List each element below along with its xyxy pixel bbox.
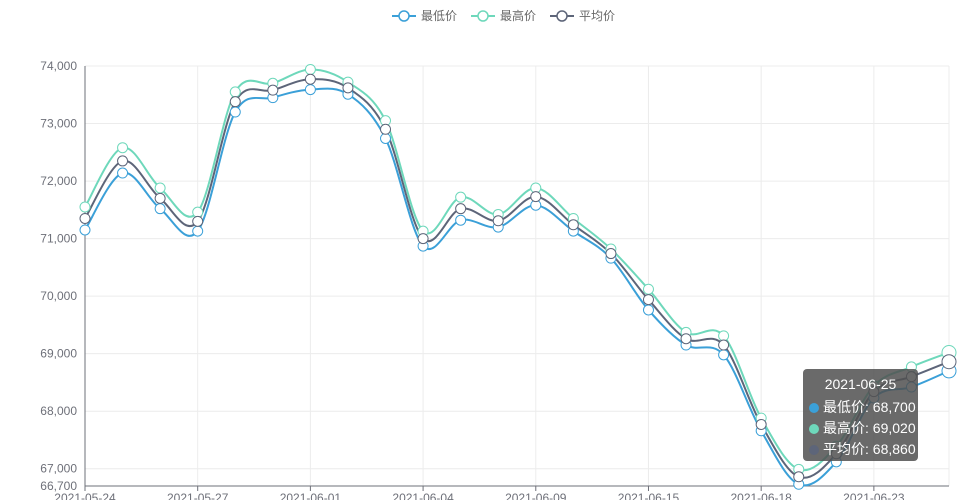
x-tick-label: 2021-06-04 bbox=[392, 491, 454, 500]
y-tick-label: 68,000 bbox=[40, 404, 77, 418]
legend-marker-2 bbox=[556, 10, 568, 22]
x-tick-label: 2021-06-18 bbox=[730, 491, 792, 500]
data-point-2[interactable] bbox=[342, 82, 354, 94]
y-tick-label: 66,700 bbox=[40, 479, 77, 493]
data-point-2[interactable] bbox=[455, 203, 467, 215]
data-point-1[interactable] bbox=[718, 330, 730, 342]
y-tick-label: 72,000 bbox=[40, 174, 77, 188]
data-point-0[interactable] bbox=[117, 167, 129, 179]
data-point-2[interactable] bbox=[192, 215, 204, 227]
data-point-2[interactable] bbox=[567, 219, 579, 231]
tooltip-marker-low bbox=[809, 403, 819, 413]
data-point-1[interactable] bbox=[192, 206, 204, 218]
data-point-0[interactable] bbox=[154, 203, 166, 215]
data-point-0[interactable] bbox=[380, 132, 392, 144]
data-point-2[interactable] bbox=[793, 471, 805, 483]
x-tick-label: 2021-06-15 bbox=[618, 491, 680, 500]
tooltip-row-avg: 平均价: 68,860 bbox=[809, 439, 916, 460]
data-point-1[interactable] bbox=[642, 283, 654, 295]
y-tick-label: 71,000 bbox=[40, 232, 77, 246]
data-point-2[interactable] bbox=[642, 294, 654, 306]
y-tick-label: 73,000 bbox=[40, 117, 77, 131]
data-point-0[interactable] bbox=[642, 304, 654, 316]
data-point-0[interactable] bbox=[192, 225, 204, 237]
data-point-0[interactable] bbox=[304, 84, 316, 96]
y-tick-label: 70,000 bbox=[40, 289, 77, 303]
data-point-2[interactable] bbox=[755, 418, 767, 430]
data-point-0[interactable] bbox=[79, 224, 91, 236]
data-point-1[interactable] bbox=[79, 201, 91, 213]
x-tick-label: 2021-06-01 bbox=[280, 491, 342, 500]
data-point-1[interactable] bbox=[229, 86, 241, 98]
y-tick-label: 74,000 bbox=[40, 59, 77, 73]
data-point-2[interactable] bbox=[117, 155, 129, 167]
data-point-2[interactable] bbox=[304, 73, 316, 85]
data-point-2[interactable] bbox=[941, 354, 957, 370]
tooltip-row-high: 最高价: 69,020 bbox=[809, 418, 916, 439]
data-point-0[interactable] bbox=[229, 106, 241, 118]
data-point-2[interactable] bbox=[229, 96, 241, 108]
data-point-2[interactable] bbox=[79, 212, 91, 224]
data-point-1[interactable] bbox=[455, 191, 467, 203]
legend-label-0: 最低价 bbox=[421, 9, 457, 23]
data-point-0[interactable] bbox=[718, 349, 730, 361]
tooltip-marker-avg bbox=[809, 445, 819, 455]
legend-marker-1 bbox=[477, 10, 489, 22]
x-tick-label: 2021-05-24 bbox=[54, 491, 116, 500]
x-tick-label: 2021-06-23 bbox=[843, 491, 905, 500]
y-tick-label: 67,000 bbox=[40, 462, 77, 476]
tooltip-row-low: 最低价: 68,700 bbox=[809, 397, 916, 418]
legend[interactable]: 最低价 最高价 平均价 bbox=[392, 8, 615, 23]
data-point-2[interactable] bbox=[718, 339, 730, 351]
data-point-2[interactable] bbox=[530, 191, 542, 203]
legend-marker-0 bbox=[398, 10, 410, 22]
x-tick-label: 2021-06-09 bbox=[505, 491, 567, 500]
data-point-2[interactable] bbox=[417, 233, 429, 245]
x-tick-label: 2021-05-27 bbox=[167, 491, 229, 500]
data-point-0[interactable] bbox=[455, 214, 467, 226]
data-point-2[interactable] bbox=[605, 248, 617, 260]
tooltip-date: 2021-06-25 bbox=[824, 376, 897, 392]
data-point-2[interactable] bbox=[492, 215, 504, 227]
data-point-2[interactable] bbox=[380, 123, 392, 135]
y-tick-label: 69,000 bbox=[40, 347, 77, 361]
data-point-2[interactable] bbox=[680, 333, 692, 345]
legend-label-1: 最高价 bbox=[500, 8, 536, 23]
legend-label-2: 平均价 bbox=[579, 9, 615, 23]
data-point-2[interactable] bbox=[154, 192, 166, 204]
data-point-1[interactable] bbox=[117, 142, 129, 154]
tooltip-avg-label: 平均价: 68,860 bbox=[823, 441, 916, 457]
data-point-2[interactable] bbox=[267, 84, 279, 96]
data-point-1[interactable] bbox=[304, 63, 316, 75]
tooltip: 2021-06-25 最低价: 68,700 最高价: 69,020 平均价: … bbox=[803, 369, 918, 461]
tooltip-high-label: 最高价: 69,020 bbox=[823, 420, 916, 436]
tooltip-marker-high bbox=[809, 424, 819, 434]
axes: 66,700 67,000 68,000 69,000 70,000 71,000 72,0… bbox=[40, 59, 949, 500]
data-point-1[interactable] bbox=[154, 182, 166, 194]
tooltip-low-label: 最低价: 68,700 bbox=[823, 399, 916, 415]
